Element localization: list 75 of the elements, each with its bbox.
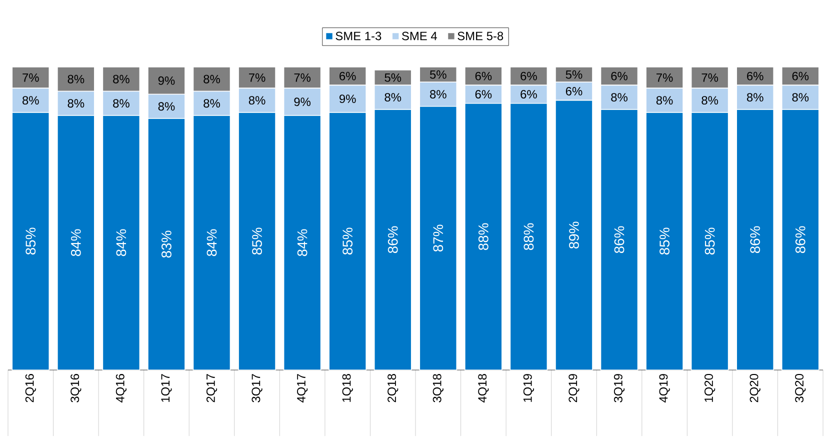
- data-label: 85%: [252, 228, 262, 255]
- data-label: 6%: [792, 72, 809, 80]
- data-label: 7%: [22, 73, 39, 82]
- x-tick-label: 2Q20: [750, 374, 760, 402]
- data-label: 8%: [611, 93, 628, 102]
- data-label: 8%: [113, 99, 130, 108]
- data-label: 6%: [520, 72, 537, 80]
- data-label: 88%: [478, 223, 488, 250]
- data-label: 86%: [614, 226, 624, 254]
- data-label: 9%: [158, 76, 175, 85]
- data-label: 7%: [702, 73, 718, 82]
- data-label: 5%: [384, 73, 402, 82]
- data-label: 7%: [294, 73, 311, 82]
- legend-label: SME 1-3: [336, 32, 382, 40]
- data-label: 8%: [113, 74, 130, 84]
- x-tick-label: 1Q20: [704, 374, 716, 402]
- data-label: 8%: [384, 93, 402, 102]
- data-label: 84%: [297, 229, 308, 256]
- data-label: 9%: [294, 98, 311, 106]
- data-label: 8%: [68, 74, 84, 84]
- x-tick-label: 4Q18: [478, 374, 489, 402]
- data-label: 8%: [68, 99, 84, 108]
- data-label: 87%: [433, 224, 444, 252]
- x-tick-label: 4Q16: [116, 374, 127, 402]
- x-tick-label: 2Q17: [206, 374, 218, 402]
- data-label: 5%: [566, 70, 582, 79]
- data-label: 7%: [249, 73, 266, 82]
- data-label: 8%: [158, 102, 175, 111]
- x-tick-label: 1Q18: [342, 374, 353, 402]
- data-label: 5%: [430, 70, 446, 79]
- data-label: 6%: [520, 90, 537, 98]
- x-tick-label: 4Q19: [659, 374, 670, 402]
- x-tick-label: 4Q17: [297, 374, 308, 402]
- data-label: 8%: [702, 96, 718, 105]
- data-label: 85%: [26, 228, 36, 255]
- data-label: 6%: [747, 72, 764, 80]
- data-label: 86%: [795, 226, 806, 254]
- data-label: 8%: [430, 90, 446, 98]
- x-tick-label: 2Q19: [568, 374, 580, 402]
- data-label: 8%: [22, 96, 39, 105]
- legend-label: SME 5-8: [458, 32, 504, 40]
- x-tick-label: 3Q20: [795, 374, 806, 402]
- data-label: 88%: [524, 223, 534, 250]
- x-tick-label: 3Q17: [252, 374, 262, 402]
- data-label: 84%: [70, 229, 81, 256]
- x-tick-label: 2Q18: [388, 374, 398, 402]
- x-tick-label: 2Q16: [25, 374, 36, 402]
- data-label: 8%: [204, 74, 220, 84]
- data-label: 85%: [704, 228, 715, 255]
- data-label: 83%: [162, 230, 172, 258]
- data-label: 8%: [792, 93, 809, 102]
- x-tick-label: 3Q18: [432, 374, 444, 402]
- data-label: 8%: [656, 96, 673, 105]
- data-label: 6%: [475, 90, 492, 98]
- data-label: 84%: [206, 229, 217, 256]
- data-label: 8%: [746, 93, 764, 102]
- data-label: 8%: [248, 96, 266, 105]
- data-label: 89%: [569, 222, 579, 249]
- data-label: 8%: [204, 99, 220, 108]
- data-label: 6%: [475, 72, 492, 80]
- data-label: 86%: [750, 226, 760, 254]
- data-label: 85%: [342, 228, 353, 255]
- data-label: 86%: [388, 226, 398, 254]
- x-tick-label: 3Q16: [70, 374, 82, 402]
- x-tick-label: 3Q19: [614, 374, 625, 402]
- x-tick-label: 1Q19: [523, 374, 534, 402]
- data-label: 6%: [340, 72, 356, 80]
- data-label: 6%: [566, 87, 582, 96]
- data-label: 9%: [340, 94, 356, 104]
- data-label: 84%: [116, 229, 126, 256]
- legend-label: SME 4: [402, 32, 437, 40]
- x-tick-label: 1Q17: [161, 374, 172, 402]
- data-label: 6%: [611, 72, 628, 80]
- data-label: 85%: [660, 228, 670, 255]
- data-label: 7%: [656, 73, 673, 82]
